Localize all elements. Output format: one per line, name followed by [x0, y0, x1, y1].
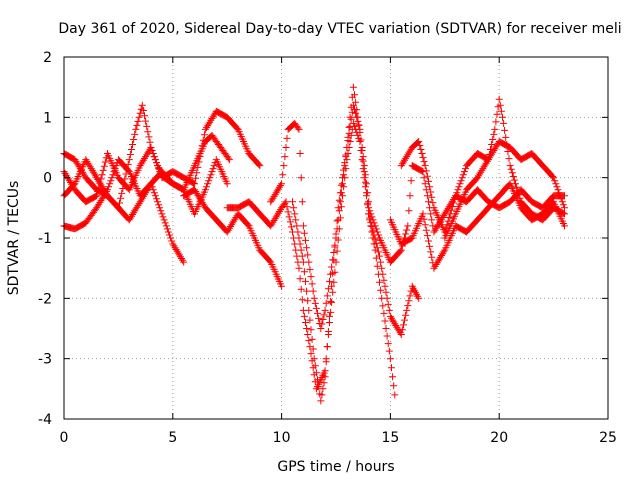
x-tick-label: 0 [60, 430, 69, 446]
series-arc4 [60, 107, 264, 206]
x-tick-label: 5 [168, 430, 177, 446]
x-tick-label: 15 [381, 430, 399, 446]
y-tick-label: -1 [38, 231, 52, 247]
series-markers [289, 101, 423, 405]
axis-ticks: 0 5 10 15 20 25 -4 -3 -2 -1 0 1 2 [38, 50, 617, 446]
series-arc12 [441, 95, 568, 242]
x-tick-label: 10 [273, 430, 291, 446]
y-tick-label: -2 [38, 291, 52, 307]
x-tick-label: 20 [490, 430, 508, 446]
series-markers [223, 119, 399, 399]
series-arc6 [223, 119, 399, 399]
series-markers [386, 180, 568, 272]
series-markers [180, 186, 286, 290]
y-tick-label: 0 [43, 171, 52, 187]
series-arc5 [180, 186, 286, 290]
y-axis-label: SDTVAR / TECUs [6, 181, 22, 296]
series-arc8 [289, 101, 423, 405]
y-tick-label: -3 [38, 352, 52, 368]
y-tick-label: 1 [43, 110, 52, 126]
x-axis-label: GPS time / hours [277, 459, 394, 475]
data-markers [60, 83, 568, 405]
series-arc10 [386, 180, 568, 272]
x-tick-label: 25 [599, 430, 617, 446]
chart-title: Day 361 of 2020, Sidereal Day-to-day VTE… [58, 21, 621, 37]
y-tick-label: -4 [38, 412, 52, 428]
series-markers [60, 107, 264, 206]
series-markers [441, 95, 568, 242]
y-tick-label: 2 [43, 50, 52, 66]
